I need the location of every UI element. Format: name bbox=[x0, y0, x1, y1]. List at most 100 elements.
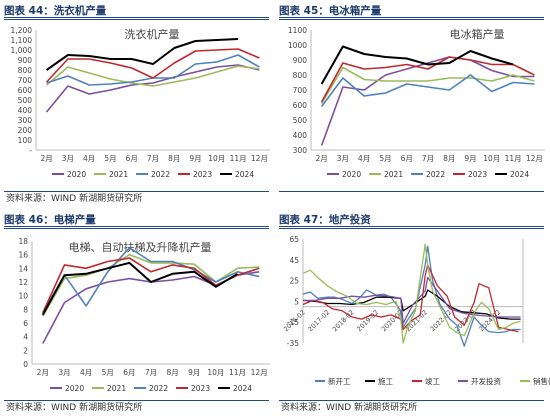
legend-label-2022: 2022 bbox=[151, 170, 170, 179]
y-tick-label: - bbox=[29, 146, 32, 155]
y-tick-label: 25 bbox=[289, 277, 299, 286]
x-tick-label: 6月 bbox=[401, 154, 413, 163]
x-tick-label: 7月 bbox=[145, 368, 157, 377]
line-chart-elevator: 0 2 4 6 8 10 12 14 16 18 2月 3月 4月 5月 6月 7月 8月 9月 10月 11月 12月… bbox=[18, 237, 270, 393]
y-tick-label: 200 bbox=[18, 126, 33, 135]
x-tick-label: 11月 bbox=[505, 154, 522, 163]
y-tick-label: 600 bbox=[293, 101, 308, 110]
caption: 图表 45：电冰箱产量 bbox=[279, 5, 382, 17]
divider bbox=[279, 17, 544, 18]
y-tick-label: 14 bbox=[18, 264, 28, 273]
y-tick-label: 1100 bbox=[288, 26, 307, 35]
legend-label-2023: 2023 bbox=[193, 170, 212, 179]
legend-label-2022: 2022 bbox=[149, 384, 168, 393]
series-line-2024 bbox=[41, 261, 239, 316]
series-line-2021 bbox=[42, 253, 260, 317]
legend-label-2023: 2023 bbox=[191, 384, 210, 393]
y-tick-label: 1,000 bbox=[11, 46, 33, 55]
y-tick-label: 2 bbox=[23, 346, 28, 355]
series-line-2022 bbox=[320, 74, 535, 107]
y-tick-label: 700 bbox=[18, 76, 33, 85]
x-tick-label: 3月 bbox=[58, 368, 70, 377]
x-tick-label: 6月 bbox=[126, 154, 138, 163]
chart-title: 电梯、自动扶梯及升降机产量 bbox=[69, 240, 212, 254]
divider bbox=[4, 228, 269, 229]
x-tick-label: 12月 bbox=[251, 368, 268, 377]
legend-label-2020: 2020 bbox=[67, 170, 86, 179]
y-tick-label: 16 bbox=[18, 251, 28, 260]
y-tick-label: 10 bbox=[18, 292, 28, 301]
source-note: 资料来源：WIND 新湖期货研究所 bbox=[6, 403, 143, 413]
series-line-销售(右) bbox=[302, 243, 521, 344]
x-tick-label: 3月 bbox=[337, 154, 349, 163]
legend-label-2024: 2024 bbox=[235, 170, 254, 179]
x-tick-label: 4月 bbox=[80, 368, 92, 377]
legend-label-2021: 2021 bbox=[107, 384, 126, 393]
series-line-2021 bbox=[46, 65, 260, 87]
series-line-新开工 bbox=[302, 245, 521, 347]
x-tick-label: 2月 bbox=[37, 368, 49, 377]
series-line-2024 bbox=[320, 45, 514, 85]
y-tick-label: -35 bbox=[287, 339, 299, 348]
chart-title: 电冰箱产量 bbox=[450, 27, 505, 41]
series-line-2021 bbox=[320, 66, 535, 104]
x-tick-label: 2017-02 bbox=[306, 308, 331, 333]
legend-label-2024: 2024 bbox=[233, 384, 252, 393]
y-tick-label: -15 bbox=[287, 318, 299, 327]
y-tick-label: 800 bbox=[18, 66, 33, 75]
legend-label-竣工: 竣工 bbox=[425, 376, 440, 386]
series-line-2020 bbox=[45, 64, 260, 113]
legend-label-2020: 2020 bbox=[342, 170, 361, 179]
y-tick-label: 12 bbox=[18, 278, 28, 287]
x-tick-label: 9月 bbox=[188, 368, 200, 377]
chart-panel-refrigerator: 图表 45：电冰箱产量 300 400 500 600 700 800 900 1000 110… bbox=[275, 0, 550, 209]
x-tick-label: 11月 bbox=[230, 154, 247, 163]
divider bbox=[4, 226, 269, 227]
legend-label-销售(右): 销售(右) bbox=[533, 376, 550, 386]
x-tick-label: 7月 bbox=[422, 154, 434, 163]
chart-panel-elevator: 图表 46：电梯产量 0 2 4 6 8 10 12 14 16 18 2月 3月 4月 5月 6月 7月 8月… bbox=[0, 209, 275, 418]
divider bbox=[279, 228, 544, 229]
y-tick-label: 900 bbox=[18, 56, 33, 65]
series-line-竣工 bbox=[302, 264, 519, 333]
series-line-2024 bbox=[46, 38, 239, 71]
x-tick-label: 10月 bbox=[207, 368, 224, 377]
x-tick-label: 2月 bbox=[315, 154, 327, 163]
y-tick-label: 300 bbox=[293, 146, 308, 155]
y-tick-label: 400 bbox=[293, 131, 308, 140]
y-tick-label: 0 bbox=[23, 360, 28, 369]
divider bbox=[279, 226, 544, 227]
series-line-2023 bbox=[46, 48, 260, 83]
legend-label-2021: 2021 bbox=[109, 170, 128, 179]
y-tick-label: 700 bbox=[293, 86, 308, 95]
caption: 图表 44：洗衣机产量 bbox=[4, 5, 107, 17]
legend-label-施工: 施工 bbox=[378, 376, 393, 386]
x-tick-label: 2021-02 bbox=[404, 308, 429, 333]
x-tick-label: 12月 bbox=[526, 154, 543, 163]
y-tick-label: 8 bbox=[23, 305, 28, 314]
divider bbox=[279, 19, 544, 20]
y-tick-label: 400 bbox=[18, 106, 33, 115]
x-tick-label: 4月 bbox=[83, 154, 95, 163]
x-tick-label: 6月 bbox=[123, 368, 135, 377]
y-tick-label: 800 bbox=[293, 71, 308, 80]
chart-panel-washing-machine: 图表 44：洗衣机产量 -100 200 300 400 500 600 700 800 900… bbox=[0, 0, 275, 209]
divider bbox=[279, 400, 544, 401]
legend-label-开发投资: 开发投资 bbox=[471, 376, 501, 386]
series-line-2023 bbox=[320, 56, 535, 103]
x-tick-label: 8月 bbox=[166, 368, 178, 377]
y-tick-label: 6 bbox=[23, 319, 28, 328]
x-tick-label: 2月 bbox=[40, 154, 52, 163]
x-tick-label: 3月 bbox=[62, 154, 74, 163]
y-tick-label: 900 bbox=[293, 56, 308, 65]
legend-label-2020: 2020 bbox=[65, 384, 84, 393]
x-tick-label: 12月 bbox=[251, 154, 268, 163]
y-tick-label: 1,200 bbox=[11, 26, 33, 35]
x-tick-label: 4月 bbox=[358, 154, 370, 163]
y-tick-label: 500 bbox=[293, 116, 308, 125]
y-tick-label: 100 bbox=[18, 136, 33, 145]
legend-label-2022: 2022 bbox=[426, 170, 445, 179]
x-tick-label: 2022-02 bbox=[429, 308, 454, 333]
y-tick-label: 18 bbox=[18, 237, 28, 246]
